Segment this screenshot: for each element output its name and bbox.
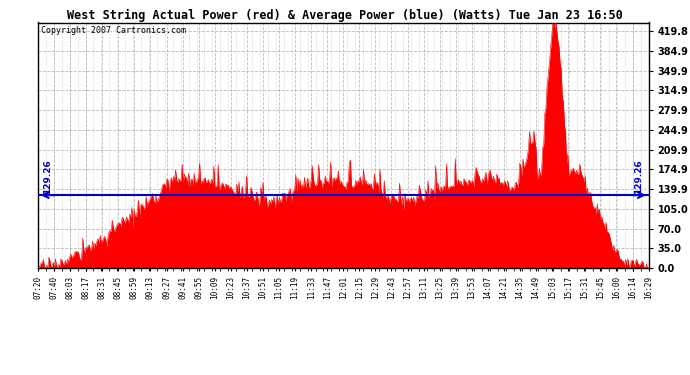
Text: 129.26: 129.26: [634, 159, 643, 194]
Text: Copyright 2007 Cartronics.com: Copyright 2007 Cartronics.com: [41, 26, 186, 35]
Text: West String Actual Power (red) & Average Power (blue) (Watts) Tue Jan 23 16:50: West String Actual Power (red) & Average…: [67, 9, 623, 22]
Text: 129.26: 129.26: [43, 159, 52, 194]
